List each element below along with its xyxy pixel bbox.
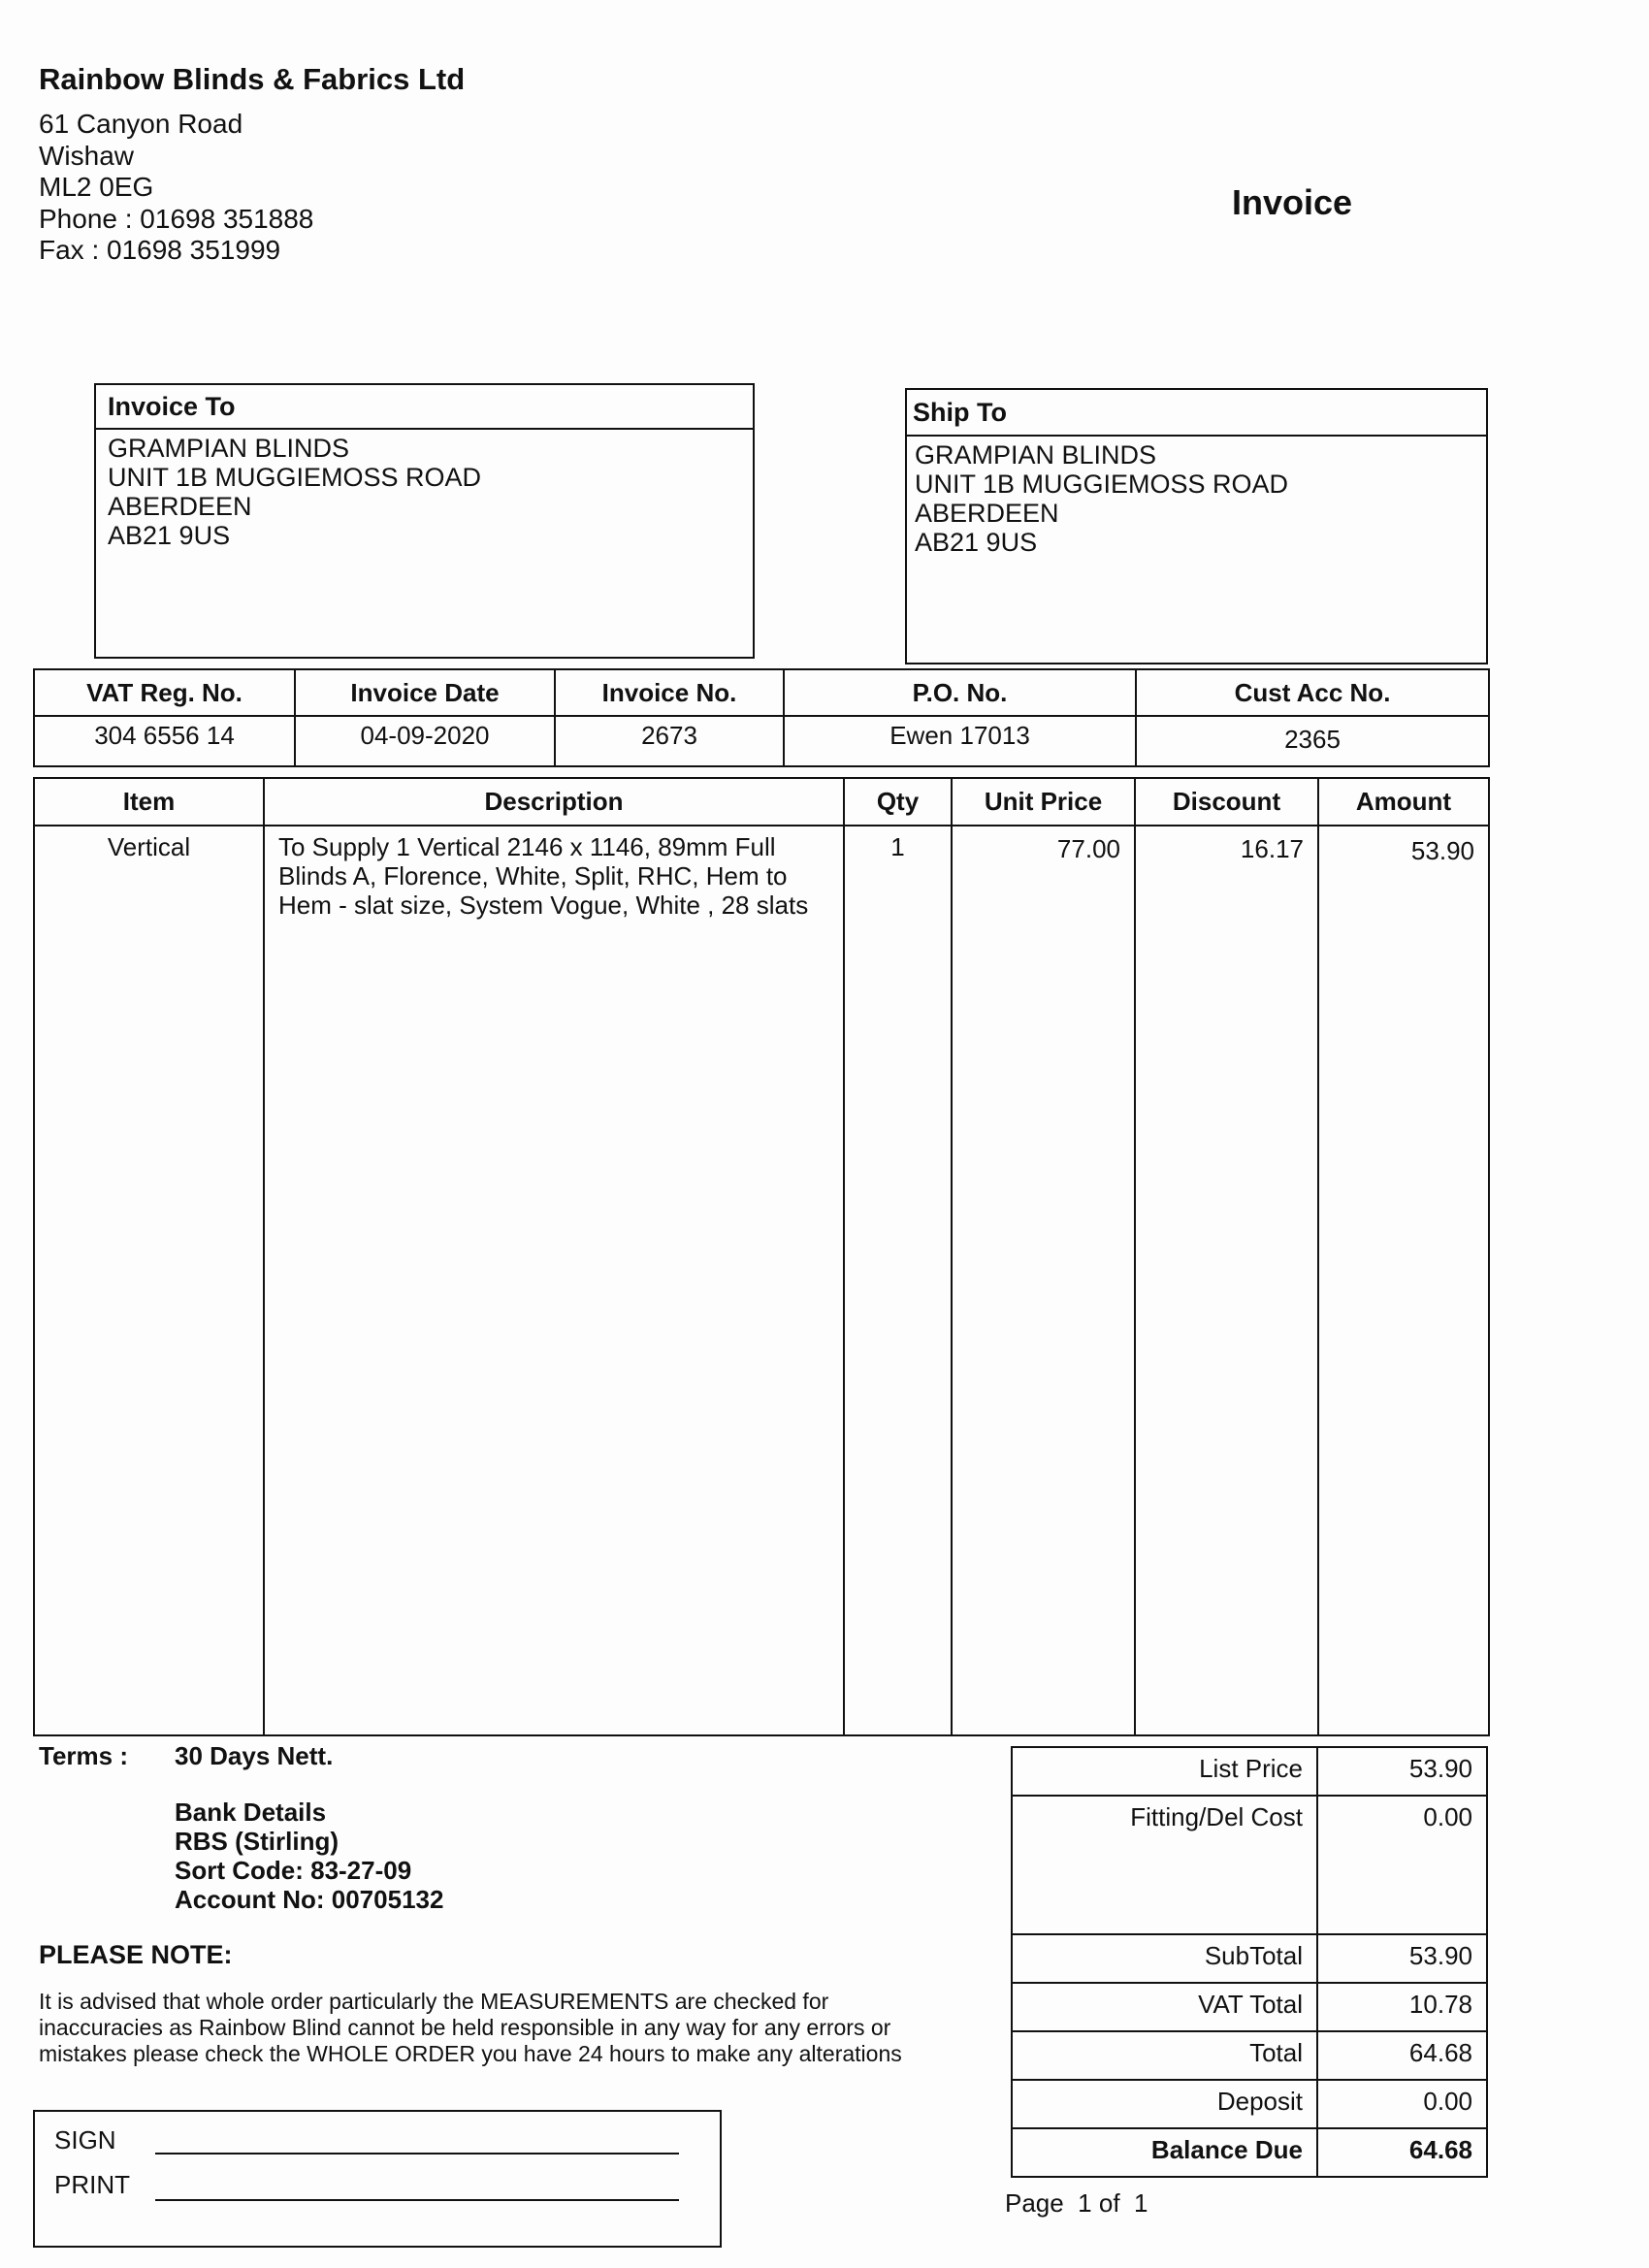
invoice-to-box: Invoice To GRAMPIAN BLINDS UNIT 1B MUGGI… xyxy=(94,383,755,659)
fitting-value: 0.00 xyxy=(1316,1795,1488,1935)
total-value: 64.68 xyxy=(1316,2030,1488,2081)
header-unit-price: Unit Price xyxy=(951,777,1136,826)
description-cell: To Supply 1 Vertical 2146 x 1146, 89mm F… xyxy=(263,825,845,1736)
header-description: Description xyxy=(263,777,845,826)
discount-cell: 16.17 xyxy=(1134,825,1319,1736)
invoice-to-line: UNIT 1B MUGGIEMOSS ROAD xyxy=(108,463,482,492)
qty-cell: 1 xyxy=(843,825,953,1736)
company-name: Rainbow Blinds & Fabrics Ltd xyxy=(39,62,466,96)
list-price-value: 53.90 xyxy=(1316,1746,1488,1797)
vat-reg-value: 304 6556 14 xyxy=(33,715,296,767)
sort-code: Sort Code: 83-27-09 xyxy=(175,1856,412,1885)
ship-to-label: Ship To xyxy=(907,390,1486,437)
please-note-title: PLEASE NOTE: xyxy=(39,1940,233,1969)
print-line[interactable] xyxy=(155,2199,679,2201)
address-line: Wishaw xyxy=(39,140,135,171)
signature-box: SIGN PRINT xyxy=(33,2110,722,2248)
ship-to-line: ABERDEEN xyxy=(915,499,1059,528)
subtotal-value: 53.90 xyxy=(1316,1933,1488,1984)
item-cell: Vertical xyxy=(33,825,265,1736)
list-price-label: List Price xyxy=(1011,1746,1318,1797)
deposit-label: Deposit xyxy=(1011,2079,1318,2129)
subtotal-label: SubTotal xyxy=(1011,1933,1318,1984)
terms-label: Terms : xyxy=(39,1741,128,1770)
address-line: ML2 0EG xyxy=(39,172,154,202)
page-number: Page 1 of 1 xyxy=(1005,2188,1148,2218)
table-row: Vertical To Supply 1 Vertical 2146 x 114… xyxy=(33,825,1490,1736)
company-fax: Fax : 01698 351999 xyxy=(39,235,281,265)
header-item: Item xyxy=(33,777,265,826)
invoice-no-value: 2673 xyxy=(554,715,785,767)
totals-table: List Price 53.90 Fitting/Del Cost 0.00 Sub… xyxy=(1011,1746,1488,2178)
amount-cell: 53.90 xyxy=(1317,825,1490,1736)
unit-price-cell: 77.00 xyxy=(951,825,1136,1736)
invoice-info-table: VAT Reg. No. Invoice Date Invoice No. P.… xyxy=(33,668,1490,767)
account-no: Account No: 00705132 xyxy=(175,1885,444,1914)
note-line: inaccuracies as Rainbow Blind cannot be … xyxy=(39,2015,891,2040)
header-invoice-no: Invoice No. xyxy=(554,668,785,717)
print-label: PRINT xyxy=(54,2170,130,2199)
balance-due-value: 64.68 xyxy=(1316,2127,1488,2178)
header-discount: Discount xyxy=(1134,777,1319,826)
note-line: It is advised that whole order particula… xyxy=(39,1989,829,2014)
note-line: mistakes please check the WHOLE ORDER yo… xyxy=(39,2041,902,2066)
company-address: 61 Canyon Road Wishaw ML2 0EG Phone : 01… xyxy=(39,109,313,267)
items-table: Item Description Qty Unit Price Discount… xyxy=(33,777,1490,1736)
please-note-text: It is advised that whole order particula… xyxy=(39,1989,902,2067)
total-label: Total xyxy=(1011,2030,1318,2081)
address-line: 61 Canyon Road xyxy=(39,109,243,139)
deposit-value: 0.00 xyxy=(1316,2079,1488,2129)
header-amount: Amount xyxy=(1317,777,1490,826)
sign-label: SIGN xyxy=(54,2125,116,2155)
header-invoice-date: Invoice Date xyxy=(294,668,556,717)
terms-value: 30 Days Nett. xyxy=(175,1741,334,1770)
ship-to-line: AB21 9US xyxy=(915,528,1038,557)
vat-total-label: VAT Total xyxy=(1011,1982,1318,2032)
vat-total-value: 10.78 xyxy=(1316,1982,1488,2032)
ship-to-line: GRAMPIAN BLINDS xyxy=(915,440,1157,470)
company-phone: Phone : 01698 351888 xyxy=(39,203,314,234)
sign-line[interactable] xyxy=(155,2153,679,2155)
invoice-to-line: ABERDEEN xyxy=(108,492,252,521)
invoice-date-value: 04-09-2020 xyxy=(294,715,556,767)
header-cust-acc: Cust Acc No. xyxy=(1135,668,1490,717)
header-qty: Qty xyxy=(843,777,953,826)
bank-name: RBS (Stirling) xyxy=(175,1827,339,1856)
fitting-label: Fitting/Del Cost xyxy=(1011,1795,1318,1935)
bank-details: Bank Details RBS (Stirling) Sort Code: 8… xyxy=(175,1798,443,1914)
page-title: Invoice xyxy=(1232,182,1353,222)
cust-acc-value: 2365 xyxy=(1135,715,1490,767)
invoice-to-line: AB21 9US xyxy=(108,521,231,550)
ship-to-box: Ship To GRAMPIAN BLINDS UNIT 1B MUGGIEMO… xyxy=(905,388,1488,664)
header-po-no: P.O. No. xyxy=(783,668,1137,717)
bank-details-title: Bank Details xyxy=(175,1798,327,1827)
invoice-to-label: Invoice To xyxy=(96,385,753,430)
po-no-value: Ewen 17013 xyxy=(783,715,1137,767)
invoice-to-line: GRAMPIAN BLINDS xyxy=(108,434,350,463)
balance-due-label: Balance Due xyxy=(1011,2127,1318,2178)
ship-to-line: UNIT 1B MUGGIEMOSS ROAD xyxy=(915,470,1289,499)
header-vat-reg: VAT Reg. No. xyxy=(33,668,296,717)
